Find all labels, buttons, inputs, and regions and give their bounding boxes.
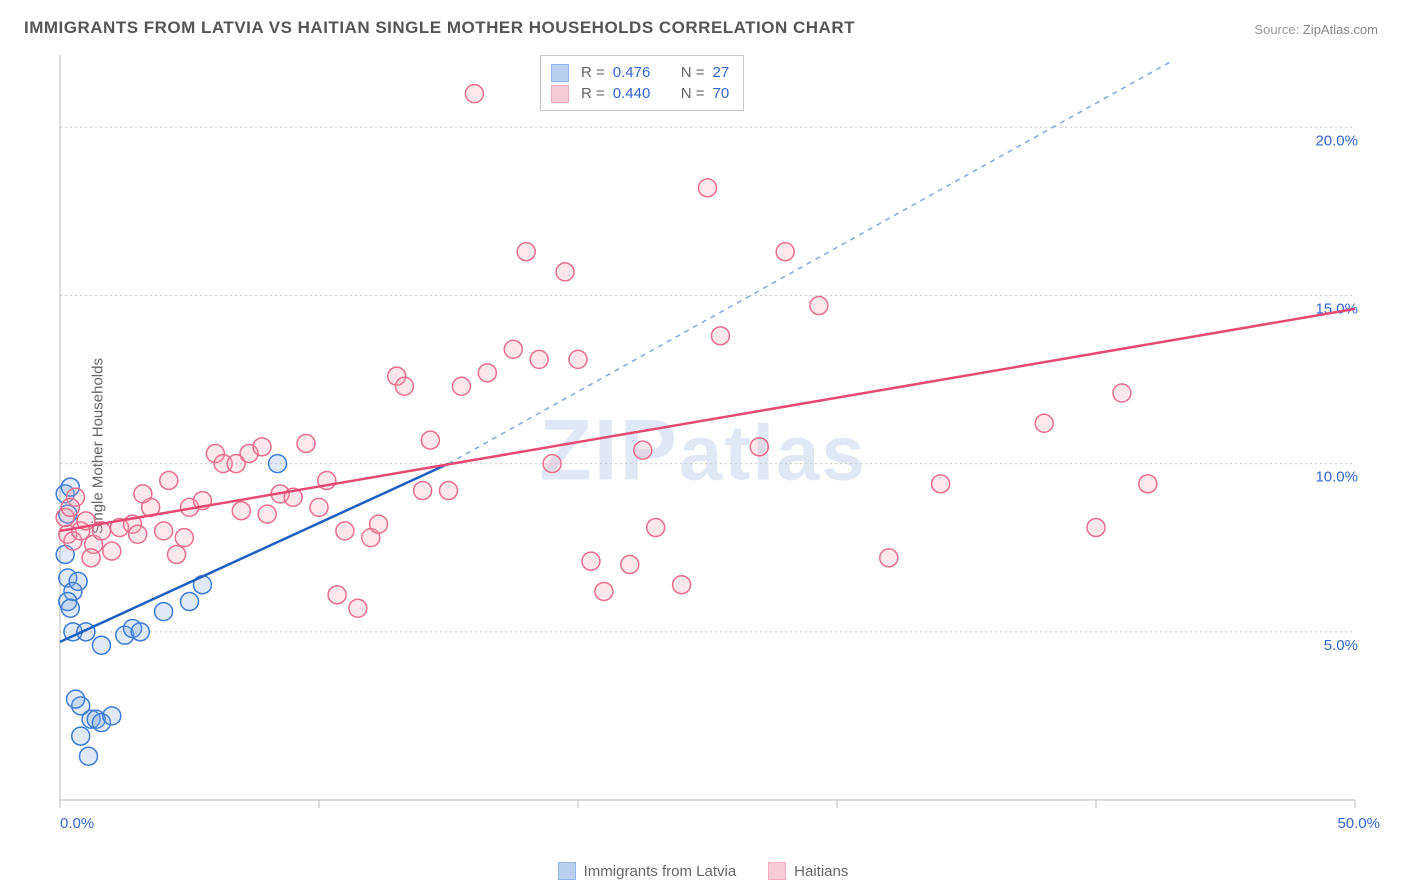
r-value: 0.476 (613, 62, 665, 83)
haitians-point (1139, 475, 1157, 493)
chart-container: IMMIGRANTS FROM LATVIA VS HAITIAN SINGLE… (0, 0, 1406, 892)
latvia-point (155, 603, 173, 621)
legend-row-haitians: R = 0.440 N = 70 (551, 83, 729, 104)
haitians-swatch-icon (551, 85, 569, 103)
haitians-point (370, 515, 388, 533)
haitians-point (349, 599, 367, 617)
haitians-point (160, 471, 178, 489)
haitians-point (336, 522, 354, 540)
x-tick-label: 50.0% (1337, 815, 1380, 832)
r-label: R = (581, 83, 605, 104)
haitians-point (175, 529, 193, 547)
n-label: N = (681, 62, 705, 83)
haitians-point (1035, 414, 1053, 432)
haitians-point (530, 350, 548, 368)
latvia-point (131, 623, 149, 641)
haitians-point (155, 522, 173, 540)
haitians-point (168, 545, 186, 563)
haitians-point (517, 243, 535, 261)
haitians-point (134, 485, 152, 503)
legend-row-latvia: R = 0.476 N = 27 (551, 62, 729, 83)
haitians-point (328, 586, 346, 604)
y-tick-label: 5.0% (1324, 637, 1358, 654)
haitians-point (253, 438, 271, 456)
y-tick-label: 10.0% (1315, 469, 1358, 486)
legend-item-label: Haitians (794, 863, 848, 880)
haitians-point (711, 327, 729, 345)
latvia-point (69, 572, 87, 590)
haitians-trend-line (60, 309, 1355, 531)
haitians-point (258, 505, 276, 523)
latvia-swatch-icon (558, 862, 576, 880)
haitians-point (129, 525, 147, 543)
n-value: 70 (713, 83, 730, 104)
haitians-point (634, 441, 652, 459)
legend-item-latvia: Immigrants from Latvia (558, 862, 737, 880)
haitians-point (232, 502, 250, 520)
haitians-point (1113, 384, 1131, 402)
haitians-point (932, 475, 950, 493)
haitians-point (582, 552, 600, 570)
source-value: ZipAtlas.com (1303, 22, 1378, 37)
haitians-point (421, 431, 439, 449)
chart-title: IMMIGRANTS FROM LATVIA VS HAITIAN SINGLE… (24, 18, 855, 38)
r-label: R = (581, 62, 605, 83)
haitians-point (297, 434, 315, 452)
plot-area: 5.0%10.0%15.0%20.0%0.0%50.0% (55, 50, 1385, 850)
haitians-point (452, 377, 470, 395)
y-tick-label: 20.0% (1315, 132, 1358, 149)
haitians-point (569, 350, 587, 368)
latvia-point (103, 707, 121, 725)
haitians-point (478, 364, 496, 382)
haitians-point (556, 263, 574, 281)
latvia-point (79, 747, 97, 765)
latvia-point (72, 727, 90, 745)
correlation-legend: R = 0.476 N = 27 R = 0.440 N = 70 (540, 55, 744, 111)
haitians-point (776, 243, 794, 261)
latvia-point (269, 455, 287, 473)
haitians-point (1087, 519, 1105, 537)
haitians-point (880, 549, 898, 567)
haitians-point (440, 482, 458, 500)
haitians-point (61, 498, 79, 516)
haitians-point (310, 498, 328, 516)
latvia-point (67, 690, 85, 708)
legend-item-label: Immigrants from Latvia (584, 863, 737, 880)
source-label: Source: (1254, 22, 1299, 37)
chart-svg: 5.0%10.0%15.0%20.0%0.0%50.0% (55, 50, 1385, 850)
haitians-point (621, 556, 639, 574)
haitians-swatch-icon (768, 862, 786, 880)
haitians-point (543, 455, 561, 473)
haitians-point (699, 179, 717, 197)
n-value: 27 (713, 62, 730, 83)
latvia-point (181, 593, 199, 611)
latvia-point (92, 636, 110, 654)
haitians-point (414, 482, 432, 500)
series-legend: Immigrants from Latvia Haitians (0, 862, 1406, 880)
haitians-point (504, 340, 522, 358)
latvia-swatch-icon (551, 64, 569, 82)
haitians-point (810, 297, 828, 315)
legend-item-haitians: Haitians (768, 862, 848, 880)
haitians-point (103, 542, 121, 560)
haitians-point (647, 519, 665, 537)
haitians-point (673, 576, 691, 594)
source-attribution: Source: ZipAtlas.com (1254, 22, 1378, 37)
x-tick-label: 0.0% (60, 815, 94, 832)
r-value: 0.440 (613, 83, 665, 104)
latvia-point (61, 599, 79, 617)
haitians-point (595, 582, 613, 600)
haitians-point (750, 438, 768, 456)
n-label: N = (681, 83, 705, 104)
haitians-point (82, 549, 100, 567)
haitians-point (465, 85, 483, 103)
haitians-point (395, 377, 413, 395)
